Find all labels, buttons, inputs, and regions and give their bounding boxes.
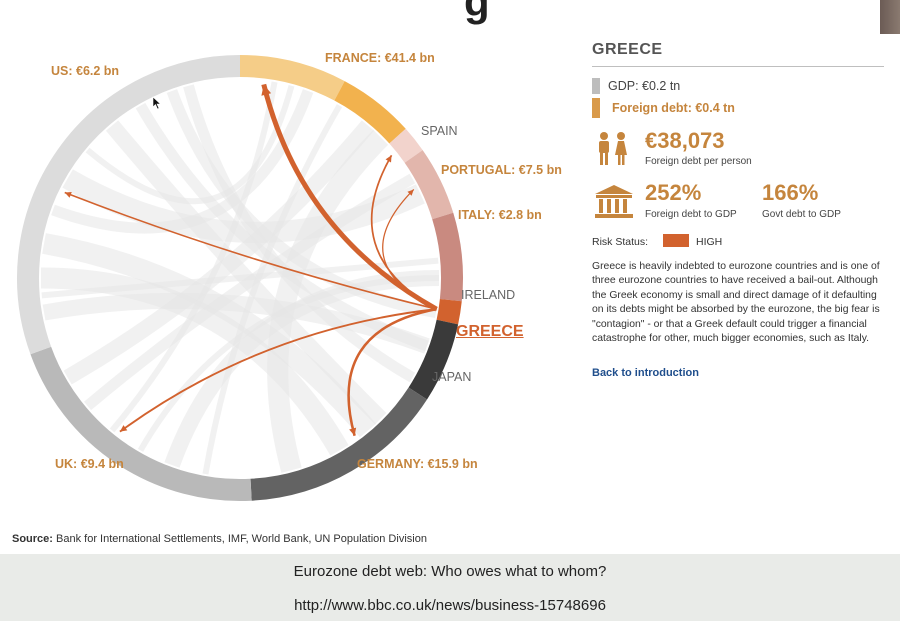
segment-label-france[interactable]: FRANCE: €41.4 bn (325, 51, 435, 65)
ring-segment-japan[interactable] (408, 319, 459, 400)
segment-label-uk[interactable]: UK: €9.4 bn (55, 457, 124, 471)
risk-status-value: HIGH (696, 236, 723, 248)
source-text: Bank for International Settlements, IMF,… (56, 533, 427, 545)
foreign-debt-label: Foreign debt: €0.4 tn (612, 101, 735, 115)
segment-label-spain[interactable]: SPAIN (421, 124, 458, 138)
background-chord (84, 173, 416, 411)
top-slide-strip: g (0, 0, 900, 34)
back-to-introduction-link[interactable]: Back to introduction (592, 367, 699, 379)
debt-per-person-caption: Foreign debt per person (645, 156, 752, 167)
flow-arrowhead-italy (407, 189, 414, 196)
bank-building-icon (595, 185, 633, 218)
background-chord (42, 292, 430, 354)
background-chord (267, 129, 389, 473)
segment-label-greece[interactable]: GREECE (456, 323, 524, 340)
country-description: Greece is heavily indebted to eurozone c… (592, 261, 880, 345)
flow-greece-to-france[interactable] (261, 83, 438, 312)
infographic-panel: FRANCE: €41.4 bn SPAIN PORTUGAL: €7.5 bn… (0, 34, 900, 554)
background-chord (40, 267, 349, 456)
ring-segment-italy[interactable] (404, 150, 454, 220)
ring-segment-portugal[interactable] (389, 128, 423, 163)
flow-greece-to-germany[interactable] (347, 307, 437, 437)
people-icon (599, 132, 627, 165)
debt-per-person-value: €38,073 (645, 128, 725, 153)
slide-caption: Eurozone debt web: Who owes what to whom… (293, 563, 607, 580)
background-chord (42, 233, 376, 438)
slide-url[interactable]: http://www.bbc.co.uk/news/business-15748… (294, 597, 606, 614)
foreign-debt-gdp-caption: Foreign debt to GDP (645, 209, 737, 220)
foreign-debt-bar (592, 98, 600, 118)
ring-segment-greece[interactable] (436, 298, 462, 325)
ring-segment-france[interactable] (239, 55, 345, 101)
cropped-photo-edge (880, 0, 900, 40)
segment-label-portugal[interactable]: PORTUGAL: €7.5 bn (441, 163, 562, 177)
govt-debt-gdp-caption: Govt debt to GDP (762, 209, 841, 220)
ring-segment-uk[interactable] (30, 346, 252, 501)
gdp-label: GDP: €0.2 tn (608, 79, 681, 93)
background-chord (183, 84, 416, 383)
flow-arrowhead-germany (349, 427, 357, 436)
flow-greece-to-us[interactable] (64, 191, 437, 310)
risk-status-label: Risk Status: (592, 236, 649, 248)
source-note: Source: Bank for International Settlemen… (12, 533, 427, 545)
divider (592, 66, 884, 67)
flow-arrowhead-us (64, 191, 72, 198)
segment-label-us[interactable]: US: €6.2 bn (51, 64, 120, 78)
gdp-bar (592, 78, 600, 94)
ring-segment-germany[interactable] (250, 387, 428, 501)
flow-greece-to-portugal[interactable] (370, 154, 437, 310)
source-label: Source: (12, 533, 53, 545)
risk-status-swatch (663, 234, 689, 247)
country-title: GREECE (592, 41, 663, 58)
segment-label-ireland[interactable]: IRELAND (461, 288, 516, 302)
flow-arrowhead-france (261, 84, 272, 96)
background-chord (51, 89, 314, 234)
segment-label-japan[interactable]: JAPAN (432, 370, 472, 384)
flow-greece-to-uk[interactable] (119, 308, 437, 433)
chord-chart (17, 55, 463, 501)
ring-segment-ireland[interactable] (432, 212, 463, 302)
mouse-cursor-icon (152, 96, 162, 110)
govt-debt-gdp-value: 166% (762, 180, 819, 205)
ring-segment-spain[interactable] (334, 81, 406, 144)
segment-label-italy[interactable]: ITALY: €2.8 bn (458, 208, 542, 222)
ring-segment-us[interactable] (17, 55, 241, 355)
flow-arrowhead-portugal (385, 155, 392, 163)
flow-greece-to-italy[interactable] (382, 189, 437, 310)
segment-label-germany[interactable]: GERMANY: €15.9 bn (357, 457, 478, 471)
cropped-heading-glyph: g (464, 0, 490, 25)
background-chord (166, 89, 437, 318)
flow-arrowhead-uk (119, 425, 128, 432)
foreign-debt-gdp-value: 252% (645, 180, 702, 205)
